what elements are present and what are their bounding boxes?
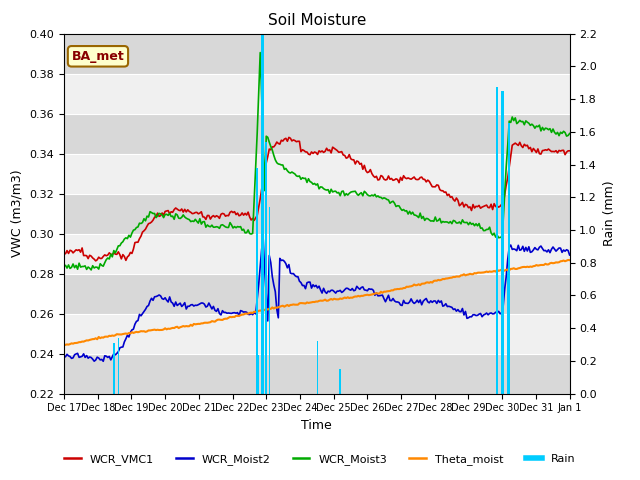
Bar (317, 341, 318, 394)
Bar (64, 154, 570, 193)
Title: Soil Moisture: Soil Moisture (268, 13, 366, 28)
Bar (507, 272, 508, 394)
Bar (261, 34, 262, 394)
Bar (257, 168, 258, 394)
Bar (269, 207, 270, 394)
Bar (64, 274, 570, 313)
X-axis label: Time: Time (301, 419, 332, 432)
Bar (64, 73, 570, 114)
Bar (64, 193, 570, 234)
Bar (508, 123, 510, 394)
Bar (258, 355, 259, 394)
Bar (266, 142, 267, 394)
Bar (118, 338, 119, 394)
Bar (497, 86, 498, 394)
Y-axis label: Rain (mm): Rain (mm) (603, 181, 616, 246)
Bar (64, 234, 570, 274)
Bar (64, 114, 570, 154)
Bar (501, 91, 502, 394)
Y-axis label: VWC (m3/m3): VWC (m3/m3) (11, 170, 24, 257)
Bar (64, 313, 570, 354)
Legend: WCR_VMC1, WCR_Moist2, WCR_Moist3, Theta_moist, Rain: WCR_VMC1, WCR_Moist2, WCR_Moist3, Theta_… (60, 450, 580, 469)
Bar (502, 91, 504, 394)
Text: BA_met: BA_met (72, 50, 124, 63)
Bar (113, 343, 115, 394)
Bar (262, 34, 264, 394)
Bar (64, 354, 570, 394)
Bar (339, 370, 341, 394)
Bar (64, 34, 570, 73)
